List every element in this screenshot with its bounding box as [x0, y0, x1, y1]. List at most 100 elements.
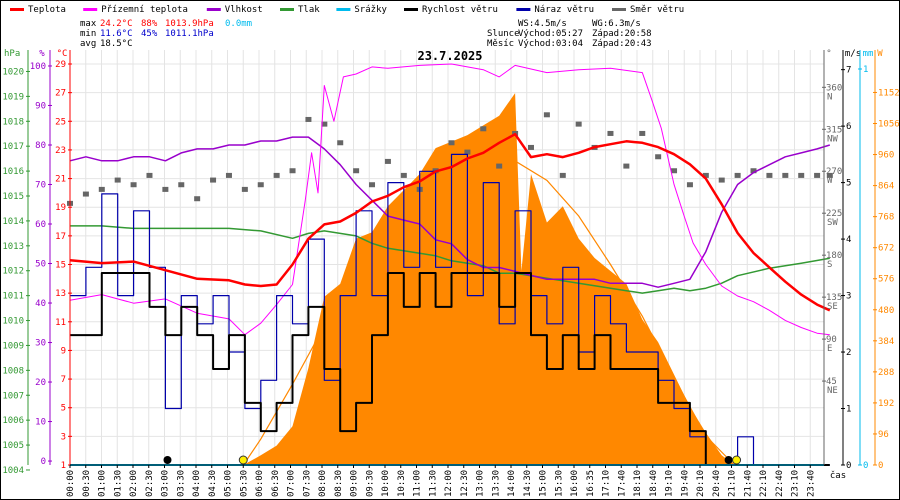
temperature-tick-label: 29 — [55, 60, 66, 70]
sunrise-icon — [238, 455, 248, 465]
temperature-tick-label: 7 — [61, 375, 66, 385]
direction-tick-label: 90 — [826, 335, 837, 345]
temperature-tick-label: 11 — [55, 318, 66, 328]
time-tick-label: 00:30 — [82, 470, 92, 497]
temperature-tick-label: 1 — [61, 461, 66, 471]
pressure-tick-label: 1012 — [2, 267, 24, 277]
sun-rise: Východ:05:27 — [518, 29, 583, 39]
time-tick-label: 18:40 — [649, 470, 659, 497]
time-tick-label: 09:00 — [350, 470, 360, 497]
direction-tick-label: 270 — [826, 167, 842, 177]
pressure-axis-unit: hPa — [4, 49, 20, 59]
wind-direction-point — [289, 168, 296, 174]
time-tick-label: 05:30 — [239, 470, 249, 497]
solar-tick-label: 576 — [878, 275, 894, 285]
theoretical-radiation-line — [242, 153, 735, 466]
direction-tick-cardinal: NW — [827, 134, 838, 144]
wind-direction-point — [98, 186, 105, 192]
time-tick-label: 10:00 — [381, 470, 391, 497]
wind-direction-point — [607, 130, 614, 136]
time-tick-label: 05:00 — [224, 470, 234, 497]
time-tick-label: 16:00 — [570, 470, 580, 497]
solar-tick-label: 1056 — [878, 120, 900, 130]
time-tick-label: 09:30 — [365, 470, 375, 497]
wind-direction-point — [543, 112, 550, 118]
wind-direction-points — [67, 112, 833, 206]
humidity-tick-label: 20 — [35, 378, 46, 388]
humidity-tick-label: 90 — [35, 101, 46, 111]
direction-tick-cardinal: N — [827, 92, 832, 102]
rain-axis-unit: mm — [863, 49, 874, 59]
humidity-tick-label: 80 — [35, 141, 46, 151]
wind-direction-point — [671, 168, 678, 174]
legend-label-1: Přízemní teplota — [101, 5, 188, 15]
solar-tick-label: 1152 — [878, 88, 900, 98]
time-tick-label: 15:00 — [539, 470, 549, 497]
pressure-tick-label: 1004 — [2, 466, 24, 476]
stat-max-temp: 24.2°C — [100, 19, 133, 29]
wind-direction-point — [194, 196, 201, 202]
pressure-tick-label: 1011 — [2, 292, 24, 302]
solar-tick-label: 96 — [878, 430, 889, 440]
wind-direction-point — [527, 144, 534, 150]
temperature-tick-label: 21 — [55, 175, 66, 185]
wind-direction-point — [718, 177, 725, 183]
stat-ws: WS:4.5m/s — [518, 19, 567, 29]
direction-tick-cardinal: NE — [827, 386, 838, 396]
direction-tick-cardinal: S — [827, 260, 832, 270]
direction-tick-label: 225 — [826, 209, 842, 219]
time-tick-label: 19:10 — [665, 470, 675, 497]
legend-label-7: Směr větru — [630, 5, 684, 15]
solar-tick-label: 288 — [878, 368, 894, 378]
temperature-axis-unit: °C — [57, 49, 68, 59]
time-tick-label: 08:00 — [318, 470, 328, 497]
moonset-icon — [724, 456, 733, 464]
solar-tick-label: 384 — [878, 337, 894, 347]
wind-direction-point — [114, 177, 121, 183]
stat-max-press: 1013.9hPa — [165, 19, 214, 29]
wind-direction-point — [814, 172, 821, 178]
time-tick-label: 13:00 — [476, 470, 486, 497]
pressure-tick-label: 1020 — [2, 67, 24, 77]
wind-direction-point — [178, 182, 185, 188]
wind-direction-point — [369, 182, 376, 188]
direction-tick-label: 315 — [826, 125, 842, 135]
time-tick-label: 08:30 — [334, 470, 344, 497]
humidity-tick-label: 50 — [35, 260, 46, 270]
wind-direction-point — [686, 182, 693, 188]
wind-direction-point — [480, 126, 487, 132]
time-tick-label: 17:10 — [602, 470, 612, 497]
time-tick-label: 02:00 — [129, 470, 139, 497]
moon-rise: Východ:03:04 — [518, 39, 583, 49]
wind-direction-point — [575, 121, 582, 127]
direction-tick-cardinal: SE — [827, 302, 838, 312]
wind-direction-point — [448, 140, 455, 146]
stat-min-temp: 11.6°C — [100, 29, 133, 39]
pressure-tick-label: 1007 — [2, 391, 24, 401]
time-tick-label: 13:30 — [491, 470, 501, 497]
sunset-icon — [732, 455, 742, 465]
humidity-tick-label: 10 — [35, 418, 46, 428]
direction-tick-cardinal: SW — [827, 218, 838, 228]
series-teplota — [69, 132, 831, 312]
sun-set: Západ:20:58 — [592, 29, 652, 39]
wind-direction-point — [496, 163, 503, 169]
wind-direction-point — [82, 191, 89, 197]
sun-label: Slunce — [487, 29, 520, 39]
time-tick-label: 14:30 — [523, 470, 533, 497]
temperature-tick-label: 13 — [55, 289, 66, 299]
time-tick-label: 14:00 — [507, 470, 517, 497]
legend-swatch-3 — [280, 8, 294, 11]
wind-direction-point — [559, 172, 566, 178]
wind-tick-label: 1 — [846, 405, 851, 415]
direction-tick-label: 180 — [826, 251, 842, 261]
wind-direction-point — [734, 172, 741, 178]
temperature-tick-label: 23 — [55, 146, 66, 156]
solar-tick-label: 768 — [878, 213, 894, 223]
stat-wg: WG:6.3m/s — [592, 19, 641, 29]
time-tick-label: 22:40 — [775, 470, 785, 497]
series-rychlost-v-tru — [70, 272, 830, 466]
direction-tick-label: 45 — [826, 377, 837, 387]
time-tick-label: 18:10 — [633, 470, 643, 497]
direction-axis-unit: ° — [826, 49, 831, 59]
